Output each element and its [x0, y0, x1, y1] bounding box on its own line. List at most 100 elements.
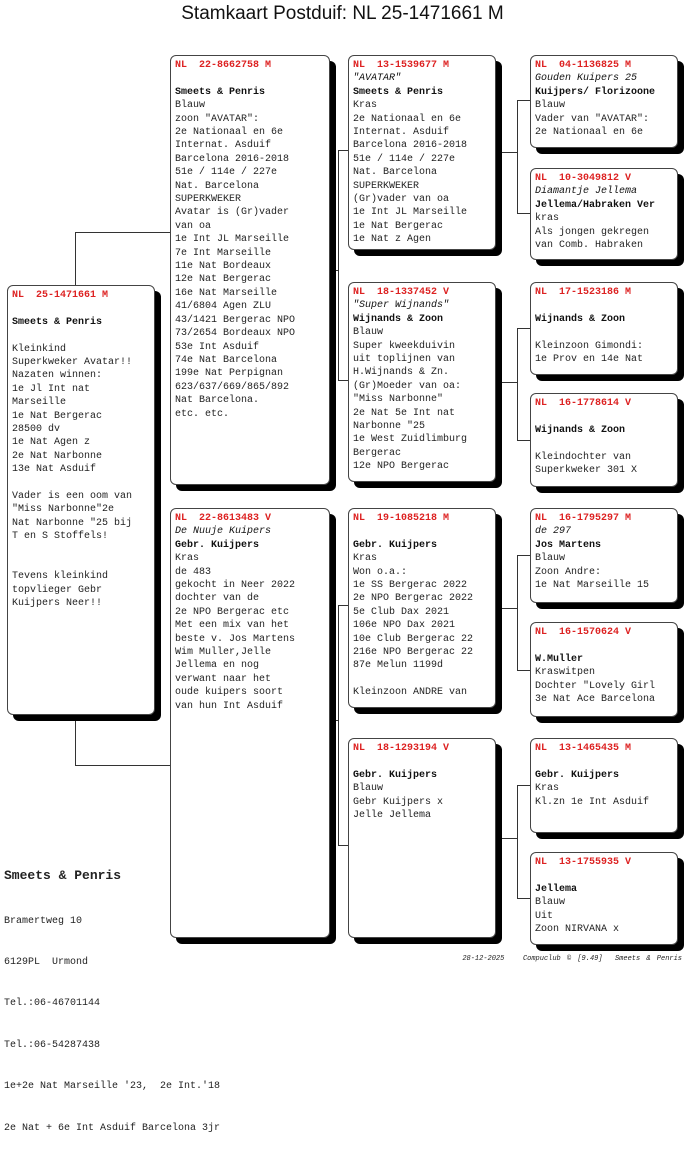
breeder-name: Wijnands & Zoon	[353, 313, 444, 325]
info-line: "Miss Narbonne"2e	[12, 504, 115, 516]
info-line: 106e NPO Dax 2021	[353, 620, 456, 632]
info-line	[535, 299, 673, 312]
info-line: Bergerac	[353, 447, 402, 459]
info-line: Kl.zn 1e Int Asduif	[535, 796, 650, 808]
info-line: gekocht in Neer 2022	[175, 580, 296, 592]
connector-line	[338, 380, 348, 381]
ring-number: NL 16-1778614 V	[535, 398, 632, 409]
info-line: Nat. Barcelona	[175, 180, 260, 192]
info-line: topvlieger Gebr	[12, 584, 103, 596]
info-line: 73/2654 Bordeaux NPO	[175, 328, 296, 340]
address-line: Bramertweg 10	[4, 915, 83, 927]
ring-number: NL 04-1136825 M	[535, 60, 632, 71]
breeder-name: Gebr. Kuijpers	[535, 769, 620, 781]
page-title: Stamkaart Postduif: NL 25-1471661 M	[181, 3, 504, 24]
footer-meta: 28-12-2025 Compuclub © [9.49] Smeets & P…	[462, 955, 682, 963]
info-line: 2e Nationaal en 6e	[353, 113, 462, 125]
ring-number: NL 18-1293194 V	[353, 743, 450, 754]
ring-number: NL 13-1465435 M	[535, 743, 632, 754]
info-line: Tevens kleinkind	[12, 571, 109, 583]
pigeon-card-mfm: NL 16-1570624 V W.Muller Kraswitpen Dochter…	[530, 622, 678, 717]
info-line: Kras	[175, 553, 200, 565]
info-line	[12, 544, 150, 557]
connector-line	[517, 328, 530, 329]
info-line: Als jongen gekregen	[535, 226, 650, 238]
info-line: Super kweekduivin	[353, 340, 456, 352]
info-line: Kleindochter van	[535, 451, 632, 463]
info-line: 53e Int Asduif	[175, 341, 260, 353]
connector-line	[517, 785, 518, 898]
info-line: 10e Club Bergerac 22	[353, 633, 474, 645]
breeder-name: Smeets & Penris	[353, 86, 444, 98]
info-line: van Comb. Habraken	[535, 240, 644, 252]
info-line: 2e NPO Bergerac 2022	[353, 593, 474, 605]
pigeon-card-mmm: NL 13-1755935 V Jellema Blauw Uit Zoon NIRVA…	[530, 852, 678, 945]
info-line: Kras	[535, 783, 560, 795]
info-line: Blauw	[535, 897, 566, 909]
info-line	[12, 477, 150, 490]
connector-line	[338, 845, 348, 846]
connector-line	[338, 605, 339, 845]
pigeon-card-subject: NL 25-1471661 M Smeets & Penris Kleinkind S…	[7, 285, 155, 715]
info-line: 12e Nat Bergerac	[175, 274, 272, 286]
connector-line	[517, 555, 518, 670]
info-line: Kleinkind	[12, 343, 67, 355]
connector-line	[517, 555, 530, 556]
info-line: Internat. Asduif	[175, 140, 272, 152]
info-line: 5e Club Dax 2021	[353, 606, 450, 618]
ring-number: NL 22-8613483 V	[175, 513, 272, 524]
info-line	[12, 329, 150, 342]
info-line: 2e Nationaal en 6e	[535, 127, 644, 139]
info-line	[535, 869, 673, 882]
connector-line	[496, 152, 517, 153]
software-credit: Compuclub © [9.49]	[522, 955, 603, 963]
breeder-name: Smeets & Penris	[12, 316, 103, 328]
info-line: T en S Stoffels!	[12, 531, 109, 543]
connector-line	[496, 838, 517, 839]
info-line: 1e West Zuidlimburg	[353, 434, 468, 446]
info-line: Zoon Andre:	[535, 566, 602, 578]
pigeon-card-fmm: NL 16-1778614 V Wijnands & Zoon Kleindocht…	[530, 393, 678, 487]
connector-line	[75, 715, 76, 765]
info-line: Barcelona 2016-2018	[175, 153, 290, 165]
info-line: 1e SS Bergerac 2022	[353, 580, 468, 592]
info-line: Zoon NIRVANA x	[535, 924, 620, 936]
info-line	[535, 639, 673, 652]
info-line: Jelle Jellema	[353, 810, 432, 822]
info-line: Nat Barcelona.	[175, 395, 260, 407]
footer-owner: Smeets & Penris	[4, 868, 122, 883]
ring-number: NL 25-1471661 M	[12, 290, 109, 301]
info-line	[535, 326, 673, 339]
ring-number: NL 13-1539677 M	[353, 60, 450, 71]
breeder-name: Kuijpers/ Florizoone	[535, 86, 656, 98]
info-line: 1e Nat z Agen	[353, 234, 432, 246]
info-line: 1e Nat Bergerac	[353, 220, 444, 232]
ring-number: NL 16-1795297 M	[535, 513, 632, 524]
pigeon-card-ff: NL 13-1539677 M "AVATAR" Smeets & Penris Kr…	[348, 55, 496, 250]
connector-line	[517, 670, 530, 671]
info-line: Blauw	[535, 100, 566, 112]
info-line: Avatar is (Gr)vader	[175, 207, 290, 219]
breeder-name: Jellema	[535, 883, 578, 895]
connector-line	[517, 213, 530, 214]
ring-number: NL 17-1523186 M	[535, 287, 632, 298]
pigeon-card-ffm: NL 10-3049812 V Diamantje Jellema Jellema/…	[530, 168, 678, 260]
info-line: 51e / 114e / 227e	[353, 153, 456, 165]
info-line: Nat Narbonne "25 bij	[12, 517, 133, 529]
connector-line	[338, 605, 348, 606]
achievement-line: 1e+2e Nat Marseille '23, 2e Int.'18	[4, 1081, 221, 1093]
info-line	[175, 72, 325, 85]
phone-line: Tel.:06-54287438	[4, 1039, 101, 1051]
info-line: Dochter "Lovely Girl	[535, 680, 656, 692]
connector-line	[75, 232, 76, 285]
connector-line	[517, 898, 530, 899]
info-line: 41/6804 Agen ZLU	[175, 301, 272, 313]
info-line: 1e Nat Marseille 15	[535, 580, 650, 592]
ring-number: NL 19-1085218 M	[353, 513, 450, 524]
breeder-name: Jos Martens	[535, 539, 602, 551]
info-line: verwant naar het	[175, 673, 272, 685]
info-line: 1e Nat Bergerac	[12, 410, 103, 422]
info-line: van hun Int Asduif	[175, 700, 284, 712]
info-line: 1e Int JL Marseille	[353, 207, 468, 219]
ring-number: NL 22-8662758 M	[175, 60, 272, 71]
